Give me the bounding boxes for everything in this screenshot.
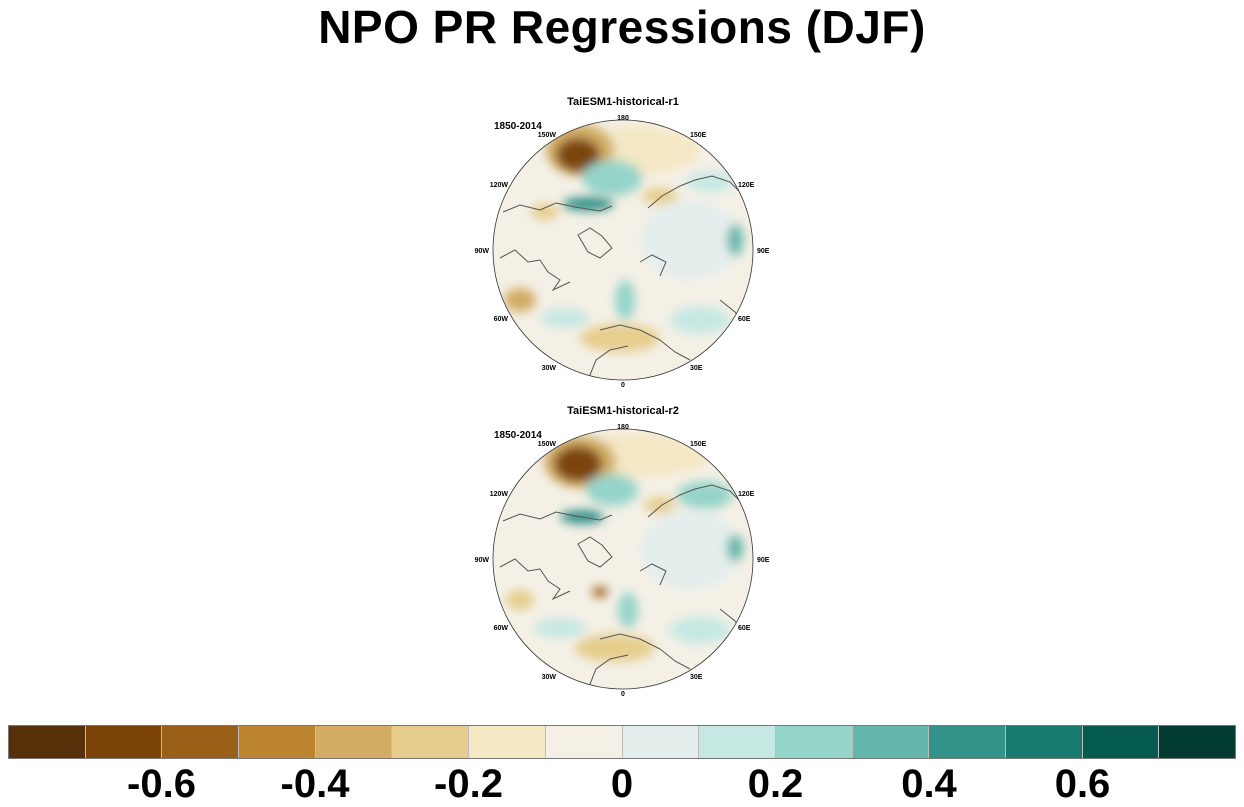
colorbar-swatch bbox=[9, 726, 86, 758]
lon-label: 150E bbox=[690, 132, 707, 139]
colorbar-swatch bbox=[699, 726, 776, 758]
figure-title: NPO PR Regressions (DJF) bbox=[318, 1, 926, 53]
colorbar-tick-label: 0.2 bbox=[747, 762, 804, 806]
colorbar-swatch bbox=[162, 726, 240, 758]
lon-label: 150W bbox=[538, 441, 557, 448]
colorbar-swatch bbox=[1005, 726, 1083, 758]
lon-label: 120E bbox=[738, 491, 755, 498]
lon-label: 120W bbox=[490, 491, 509, 498]
lon-label: 30E bbox=[690, 674, 703, 681]
colorbar-swatch bbox=[929, 726, 1006, 758]
colorbar-swatch bbox=[1159, 726, 1235, 758]
colorbar bbox=[8, 725, 1236, 759]
lon-label: 90E bbox=[757, 557, 770, 564]
panel-1-lon-labels: 180 150E 120E 90E 60E 30E 0 30W 60W 90W … bbox=[475, 115, 770, 389]
colorbar-swatch bbox=[852, 726, 930, 758]
colorbar-swatch bbox=[622, 726, 700, 758]
panel-1-period: 1850-2014 bbox=[494, 121, 542, 132]
panel-1-title: TaiESM1-historical-r1 bbox=[567, 96, 679, 108]
colorbar-swatch bbox=[469, 726, 546, 758]
colorbar-tick-label: -0.2 bbox=[434, 762, 503, 806]
lon-label: 90W bbox=[475, 248, 490, 255]
colorbar-swatch bbox=[1082, 726, 1160, 758]
lon-label: 60W bbox=[494, 316, 509, 323]
lon-label: 180 bbox=[617, 115, 629, 122]
colorbar-swatch bbox=[85, 726, 163, 758]
lon-label: 30W bbox=[542, 365, 557, 372]
lon-label: 90W bbox=[475, 557, 490, 564]
colorbar-tick-label: 0.4 bbox=[901, 762, 957, 806]
lon-label: 0 bbox=[621, 382, 625, 389]
lon-label: 150E bbox=[690, 441, 707, 448]
colorbar-swatch bbox=[545, 726, 623, 758]
lon-label: 60W bbox=[494, 625, 509, 632]
lon-label: 30E bbox=[690, 365, 703, 372]
panel-2-period: 1850-2014 bbox=[494, 430, 542, 441]
colorbar-tick-label: 0 bbox=[610, 762, 634, 806]
colorbar-tick-label: -0.4 bbox=[280, 762, 350, 806]
colorbar-tick-label: -0.6 bbox=[127, 762, 196, 806]
lon-label: 60E bbox=[738, 625, 751, 632]
lon-label: 90E bbox=[757, 248, 770, 255]
lon-label: 60E bbox=[738, 316, 751, 323]
colorbar-swatch bbox=[775, 726, 853, 758]
lon-label: 120E bbox=[738, 182, 755, 189]
lon-label: 150W bbox=[538, 132, 557, 139]
colorbar-swatch bbox=[239, 726, 316, 758]
colorbar-swatch bbox=[315, 726, 393, 758]
lon-label: 180 bbox=[617, 424, 629, 431]
colorbar-swatch bbox=[392, 726, 470, 758]
lon-label: 0 bbox=[621, 691, 625, 698]
panel-2-lon-labels: 180 150E 120E 90E 60E 30E 0 30W 60W 90W … bbox=[475, 424, 770, 698]
panel-2-title: TaiESM1-historical-r2 bbox=[567, 405, 679, 417]
lon-label: 30W bbox=[542, 674, 557, 681]
lon-label: 120W bbox=[490, 182, 509, 189]
colorbar-tick-label: 0.6 bbox=[1054, 762, 1111, 806]
